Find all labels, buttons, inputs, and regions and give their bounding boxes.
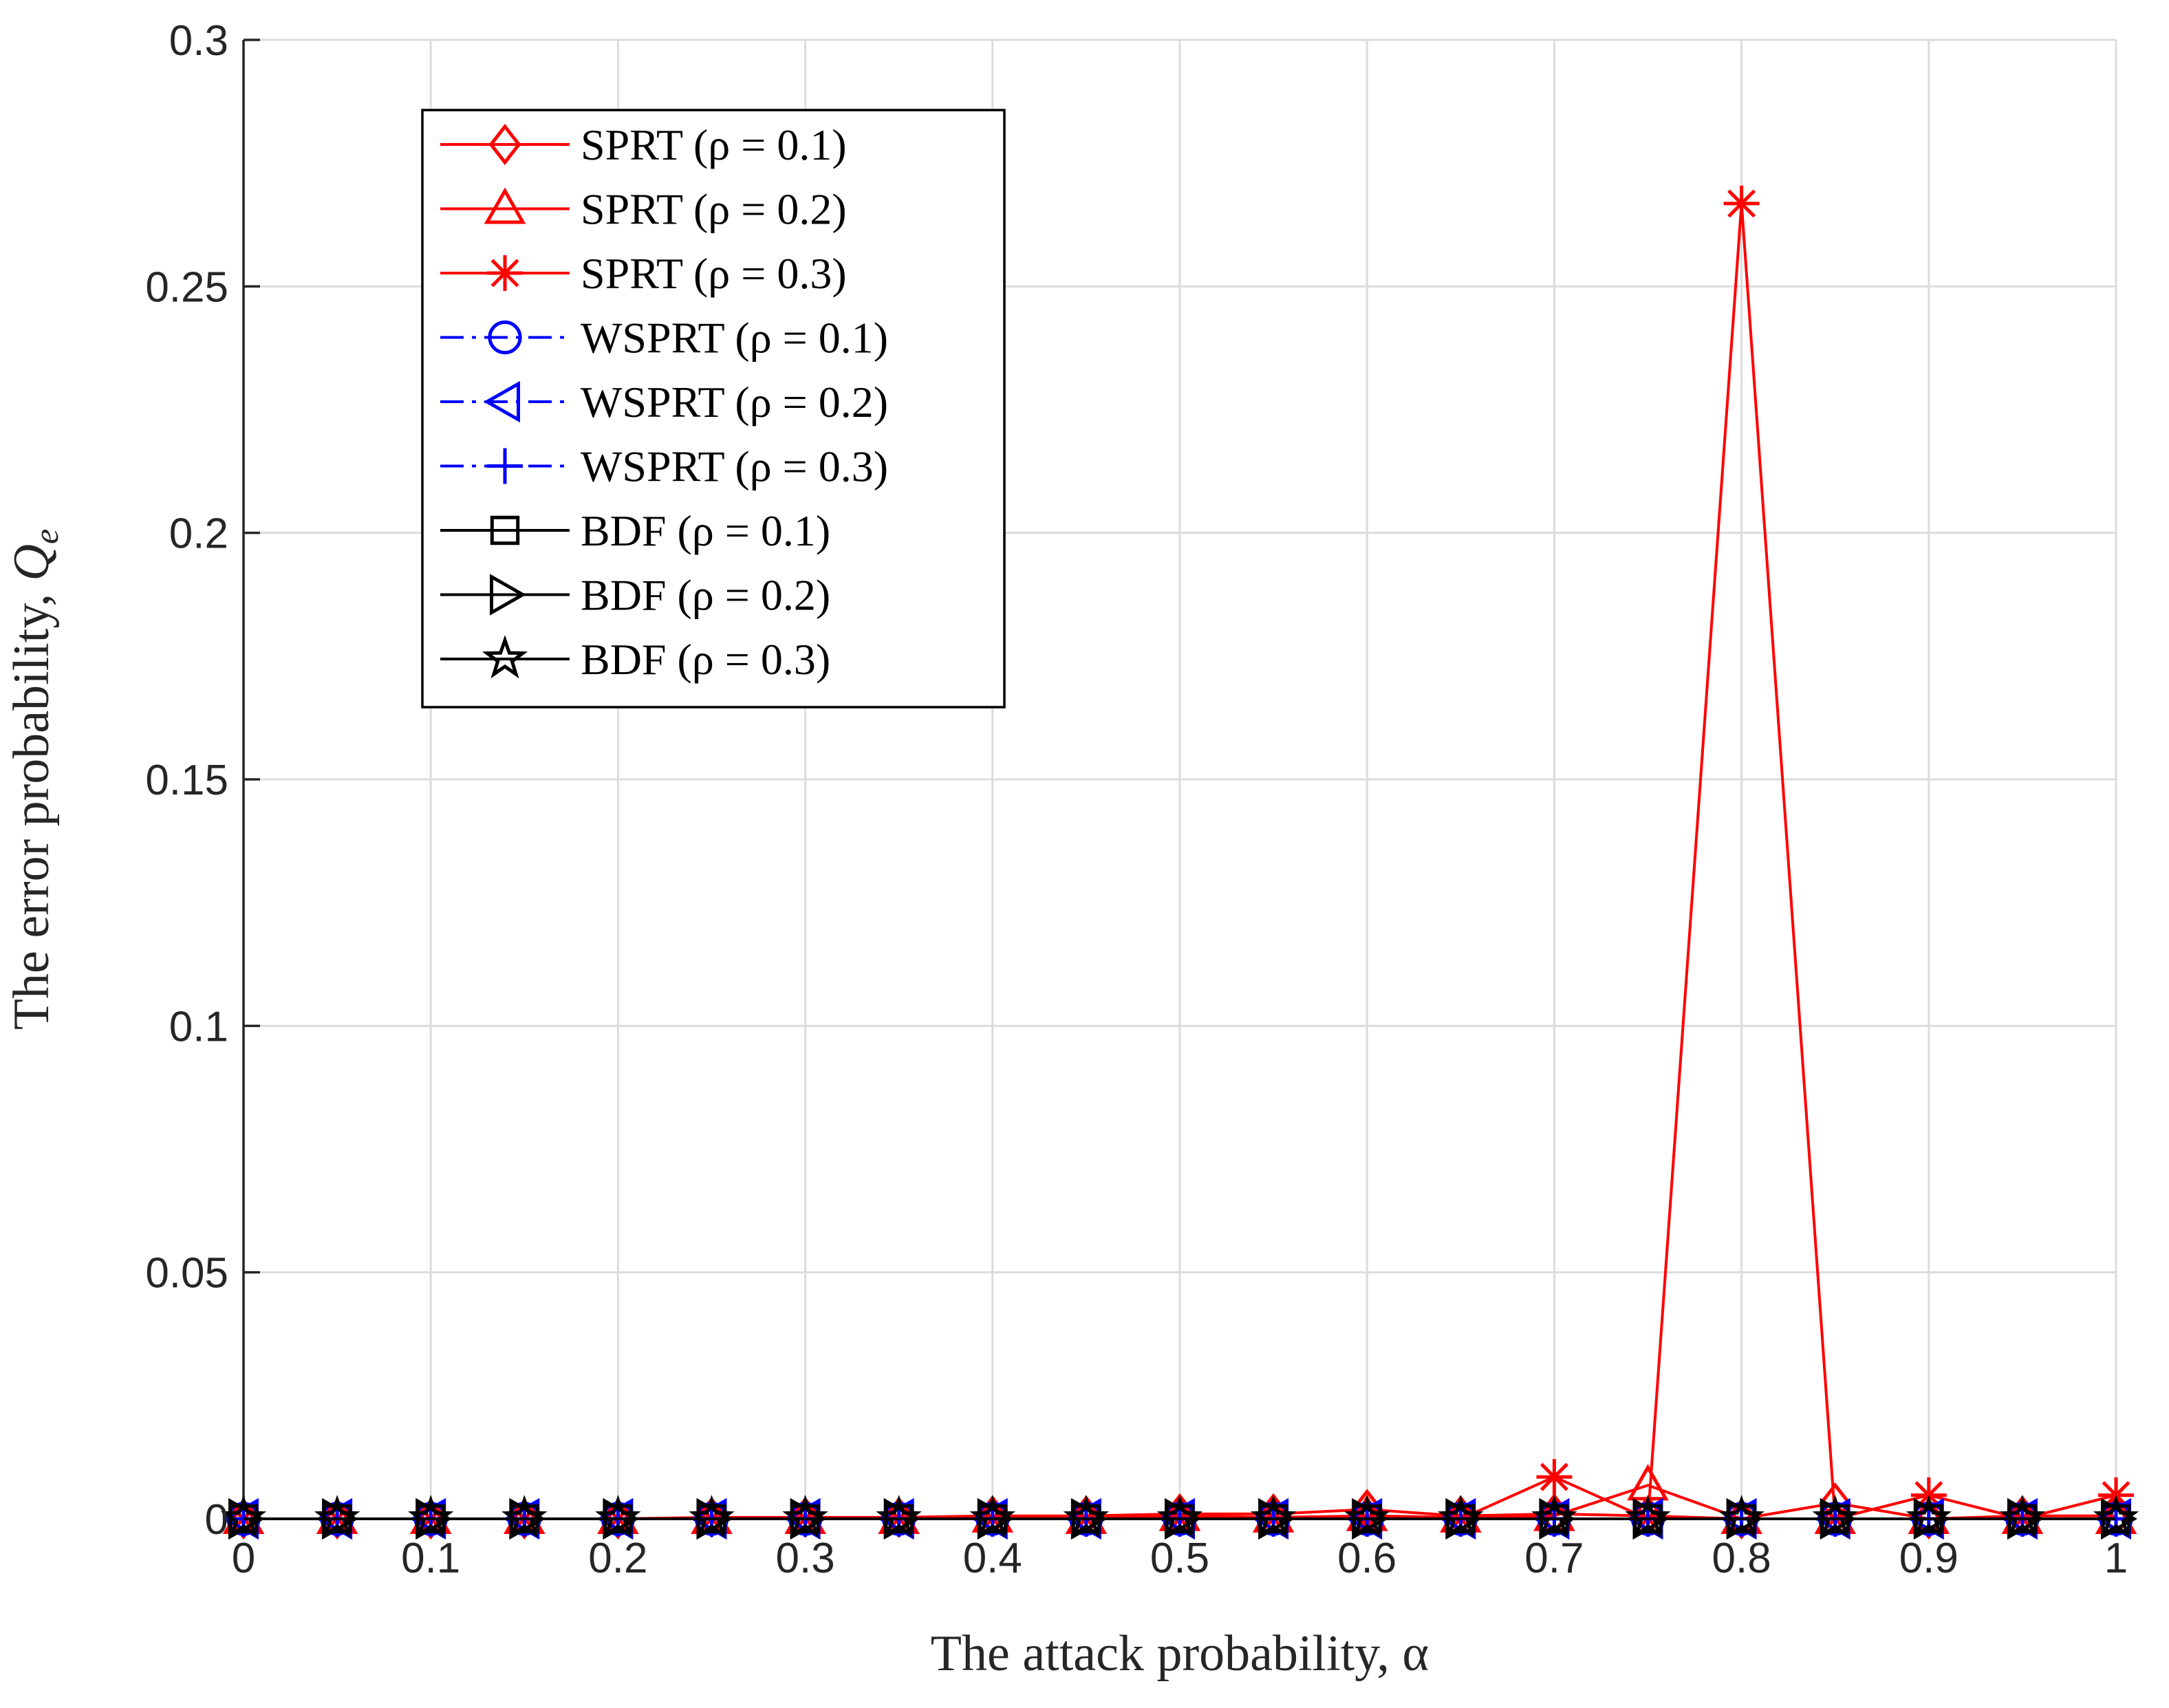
legend-marker xyxy=(487,255,523,291)
legend-entry: BDF (ρ = 0.3) xyxy=(440,635,830,684)
y-tick-label: 0.05 xyxy=(145,1250,228,1297)
tick-labels: 0 0.1 0.2 0.3 0.4 0.5 0.6 0.7 0.8 0.9 1 0 0.05 0.1 0.1… xyxy=(145,17,2128,1582)
legend-entry: WSPRT (ρ = 0.3) xyxy=(440,442,888,491)
x-tick-label: 0.3 xyxy=(775,1535,834,1582)
data-point xyxy=(689,1495,735,1539)
x-tick-label: 0.5 xyxy=(1150,1535,1209,1582)
y-axis-title-main: The error probability, xyxy=(3,581,60,1030)
data-point xyxy=(1718,1495,1765,1539)
legend-entry: WSPRT (ρ = 0.2) xyxy=(440,378,888,426)
data-point xyxy=(1999,1495,2046,1539)
legend-entry: SPRT (ρ = 0.1) xyxy=(440,120,847,169)
legend-marker xyxy=(484,187,526,224)
data-point xyxy=(1906,1495,1952,1539)
data-point xyxy=(969,1495,1016,1539)
y-tick-label: 0.3 xyxy=(169,17,228,65)
legend-label: BDF (ρ = 0.2) xyxy=(581,571,830,620)
data-point xyxy=(1625,1495,1671,1539)
x-tick-label: 0.9 xyxy=(1899,1535,1958,1582)
legend-label: WSPRT (ρ = 0.2) xyxy=(581,378,888,426)
legend-marker xyxy=(488,123,521,166)
grid xyxy=(244,39,2117,1519)
legend-entry: SPRT (ρ = 0.3) xyxy=(440,249,847,298)
x-tick-label: 0.4 xyxy=(963,1535,1022,1582)
data-point xyxy=(1250,1495,1297,1539)
legend-label: SPRT (ρ = 0.3) xyxy=(581,249,847,298)
data-point xyxy=(407,1495,454,1539)
y-tick-label: 0.25 xyxy=(145,263,228,311)
x-axis-title: The attack probability, α xyxy=(931,1625,1429,1682)
x-tick-label: 0.8 xyxy=(1712,1535,1771,1582)
legend-label: SPRT (ρ = 0.1) xyxy=(581,120,847,169)
y-axis-title-subscript: e xyxy=(27,529,65,544)
data-point xyxy=(1812,1495,1858,1539)
data-point xyxy=(1536,1459,1573,1495)
data-point xyxy=(876,1495,922,1539)
data-point xyxy=(1438,1495,1484,1539)
data-point xyxy=(595,1495,641,1539)
data-point xyxy=(314,1495,360,1539)
data-point xyxy=(1344,1495,1390,1539)
legend: SPRT (ρ = 0.1) SPRT (ρ = 0.2) SPRT (ρ = 0.… xyxy=(421,109,1006,709)
data-point xyxy=(1531,1495,1577,1539)
legend-marker xyxy=(490,515,520,545)
data-point xyxy=(782,1495,828,1539)
data-point xyxy=(220,1495,267,1539)
legend-entry: BDF (ρ = 0.1) xyxy=(440,506,830,555)
legend-label: BDF (ρ = 0.3) xyxy=(581,635,830,684)
legend-entry: BDF (ρ = 0.2) xyxy=(440,571,830,620)
y-axis-title-symbol: Q xyxy=(3,544,60,581)
legend-label: WSPRT (ρ = 0.1) xyxy=(581,314,888,363)
y-axis-title: The error probability, Qe xyxy=(3,529,65,1030)
x-tick-label: 0 xyxy=(232,1535,255,1582)
legend-marker xyxy=(482,635,528,679)
legend-marker xyxy=(487,448,523,484)
data-point xyxy=(1723,185,1760,221)
y-tick-label: 0 xyxy=(205,1496,228,1544)
legend-label: BDF (ρ = 0.1) xyxy=(581,506,830,555)
data-point xyxy=(501,1495,548,1539)
y-tick-label: 0.2 xyxy=(169,510,228,558)
data-point xyxy=(1063,1495,1110,1539)
series-8 xyxy=(220,1495,2139,1539)
x-tick-label: 0.7 xyxy=(1524,1535,1584,1582)
x-tick-label: 1 xyxy=(2104,1535,2128,1582)
y-tick-label: 0.15 xyxy=(145,757,228,804)
legend-label: SPRT (ρ = 0.2) xyxy=(581,185,847,234)
legend-entry: SPRT (ρ = 0.2) xyxy=(440,185,847,234)
legend-entry: WSPRT (ρ = 0.1) xyxy=(440,314,888,363)
x-tick-label: 0.2 xyxy=(588,1535,647,1582)
y-tick-label: 0.1 xyxy=(169,1003,228,1050)
legend-marker xyxy=(490,574,527,616)
data-point xyxy=(2093,1495,2139,1539)
x-tick-label: 0.1 xyxy=(401,1535,460,1582)
legend-marker xyxy=(483,380,520,423)
series-group xyxy=(220,185,2139,1540)
legend-label: WSPRT (ρ = 0.3) xyxy=(581,442,888,491)
x-tick-label: 0.6 xyxy=(1337,1535,1396,1582)
legend-marker xyxy=(488,320,522,355)
data-point xyxy=(1156,1495,1203,1539)
